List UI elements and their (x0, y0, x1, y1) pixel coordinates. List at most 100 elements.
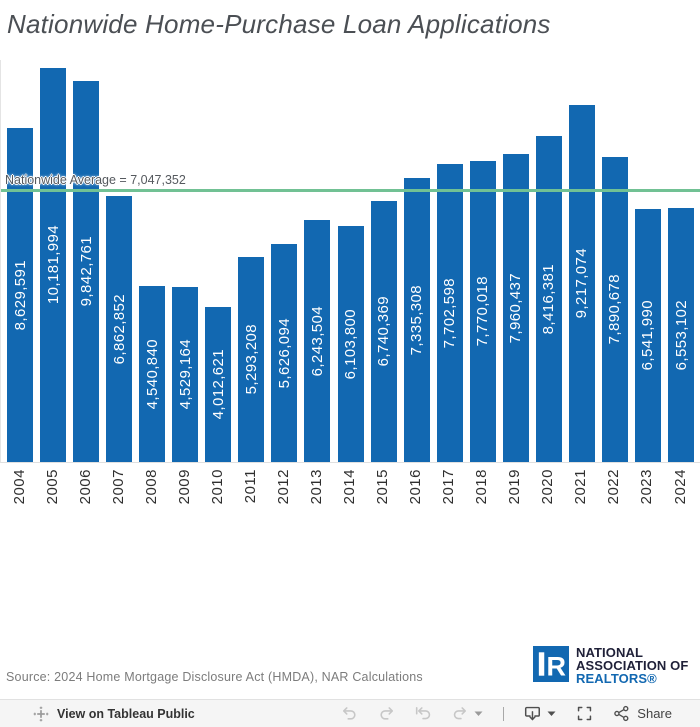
x-axis-label-2021[interactable]: 2021 (568, 469, 594, 519)
x-axis-labels: 2004 2005 2006 2007 2008 2009 2010 2011 2012 2013… (0, 469, 700, 521)
share-icon (613, 705, 630, 722)
x-axis-label-2015[interactable]: 2015 (370, 469, 396, 519)
year-text: 2013 (307, 469, 325, 505)
x-axis-label-2020[interactable]: 2020 (535, 469, 561, 519)
refresh-control (452, 705, 483, 722)
x-axis-label-2011[interactable]: 2011 (237, 469, 263, 519)
redo-button[interactable] (378, 705, 395, 722)
x-axis-label-2014[interactable]: 2014 (337, 469, 363, 519)
share-label: Share (637, 706, 672, 721)
x-axis-label-2018[interactable]: 2018 (469, 469, 495, 519)
bar-value-label: 7,960,437 (507, 272, 525, 344)
nar-logo-text: NATIONAL ASSOCIATION OF REALTORS® (576, 646, 688, 685)
x-axis-label-2010[interactable]: 2010 (204, 469, 230, 519)
revert-button[interactable] (415, 705, 432, 722)
bar-2024[interactable]: 6,553,102 (668, 208, 694, 462)
bar-value-label: 4,012,621 (209, 349, 227, 420)
x-axis-label-2006[interactable]: 2006 (72, 469, 98, 519)
nar-logo-mark-icon: R (533, 646, 569, 682)
x-axis-label-2024[interactable]: 2024 (667, 469, 693, 519)
svg-text:R: R (547, 651, 567, 681)
bar-2016[interactable]: 7,335,308 (403, 178, 430, 462)
bar-value-label: 7,702,598 (441, 277, 459, 349)
bar-2020[interactable]: 8,416,381 (535, 136, 562, 462)
bar-value-label: 6,862,852 (110, 293, 128, 365)
x-axis-label-2016[interactable]: 2016 (403, 469, 429, 519)
nar-text-line3: REALTORS® (576, 670, 657, 686)
year-text: 2005 (43, 469, 61, 505)
year-text: 2012 (274, 469, 292, 505)
year-text: 2004 (10, 469, 28, 505)
nar-text-line1: NATIONAL (576, 645, 643, 660)
bar-2007[interactable]: 6,862,852 (106, 196, 133, 462)
bar-value-label: 4,529,164 (176, 339, 194, 410)
bar-2019[interactable]: 7,960,437 (502, 154, 529, 462)
bar-value-label: 6,541,990 (639, 300, 657, 371)
undo-button[interactable] (341, 705, 358, 722)
bar-2006[interactable]: 9,842,761 (73, 81, 100, 462)
bar-2004[interactable]: 8,629,591 (7, 128, 33, 462)
bar-value-label: 8,416,381 (540, 263, 558, 335)
bar-2012[interactable]: 5,626,094 (271, 244, 298, 462)
x-axis-label-2013[interactable]: 2013 (303, 469, 329, 519)
x-axis-label-2023[interactable]: 2023 (634, 469, 660, 519)
bar-value-label: 9,217,074 (573, 248, 591, 319)
bar-2017[interactable]: 7,702,598 (436, 164, 463, 462)
bar-value-label: 5,626,094 (275, 317, 293, 389)
year-text: 2022 (605, 469, 623, 505)
x-axis-label-2005[interactable]: 2005 (39, 469, 65, 519)
year-text: 2023 (638, 469, 656, 505)
caret-down-icon[interactable] (474, 710, 483, 717)
bar-2005[interactable]: 10,181,994 (40, 68, 67, 462)
x-axis-label-2017[interactable]: 2017 (436, 469, 462, 519)
share-button[interactable]: Share (613, 705, 672, 722)
year-text: 2019 (506, 469, 524, 505)
year-text: 2011 (241, 469, 259, 504)
bar-value-label: 10,181,994 (44, 225, 62, 305)
bar-2018[interactable]: 7,770,018 (469, 161, 496, 462)
view-on-tableau-public-link[interactable]: View on Tableau Public (33, 706, 195, 722)
x-axis-label-2009[interactable]: 2009 (171, 469, 197, 519)
x-axis-label-2022[interactable]: 2022 (601, 469, 627, 519)
year-text: 2007 (109, 469, 127, 505)
x-axis-label-2008[interactable]: 2008 (138, 469, 164, 519)
bar-value-label: 6,103,800 (342, 308, 359, 380)
download-button[interactable] (524, 705, 542, 722)
bar-2014[interactable]: 6,103,800 (337, 226, 364, 462)
x-axis-label-2004[interactable]: 2004 (6, 469, 32, 519)
bar-value-label: 6,740,369 (375, 296, 393, 367)
year-text: 2017 (440, 469, 458, 505)
refresh-button[interactable] (452, 705, 469, 722)
year-text: 2009 (175, 469, 193, 505)
x-axis-label-2007[interactable]: 2007 (105, 469, 131, 519)
bar-2008[interactable]: 4,540,840 (139, 286, 166, 462)
toolbar-actions: Share (341, 705, 672, 722)
bar-value-label: 7,335,308 (408, 284, 426, 356)
view-on-tableau-public-label: View on Tableau Public (57, 706, 195, 721)
toolbar-divider (503, 706, 505, 721)
x-axis-label-2019[interactable]: 2019 (502, 469, 528, 519)
bar-value-label: 9,842,761 (77, 236, 95, 307)
source-note: Source: 2024 Home Mortgage Disclosure Ac… (6, 670, 423, 684)
nar-text-line2: ASSOCIATION OF (576, 657, 689, 673)
chart-title: Nationwide Home-Purchase Loan Applicatio… (7, 9, 551, 39)
average-reference-line-label: Nationwide Average = 7,047,352 (5, 173, 186, 187)
bar-2013[interactable]: 6,243,504 (304, 220, 331, 462)
bar-2023[interactable]: 6,541,990 (634, 209, 661, 462)
bar-2021[interactable]: 9,217,074 (568, 105, 595, 462)
bar-value-label: 4,540,840 (143, 338, 161, 410)
fullscreen-button[interactable] (576, 705, 593, 722)
bar-2022[interactable]: 7,890,678 (601, 157, 628, 462)
bar-2010[interactable]: 4,012,621 (205, 307, 232, 462)
year-text: 2018 (473, 469, 491, 505)
year-text: 2020 (539, 469, 557, 505)
bar-2011[interactable]: 5,293,208 (238, 257, 265, 462)
bar-2015[interactable]: 6,740,369 (370, 201, 397, 462)
bar-2009[interactable]: 4,529,164 (172, 287, 199, 462)
tableau-toolbar: View on Tableau Public (0, 699, 700, 727)
download-control (524, 705, 556, 722)
bar-value-label: 5,293,208 (242, 324, 260, 395)
caret-down-icon[interactable] (547, 710, 556, 717)
x-axis-label-2012[interactable]: 2012 (270, 469, 296, 519)
